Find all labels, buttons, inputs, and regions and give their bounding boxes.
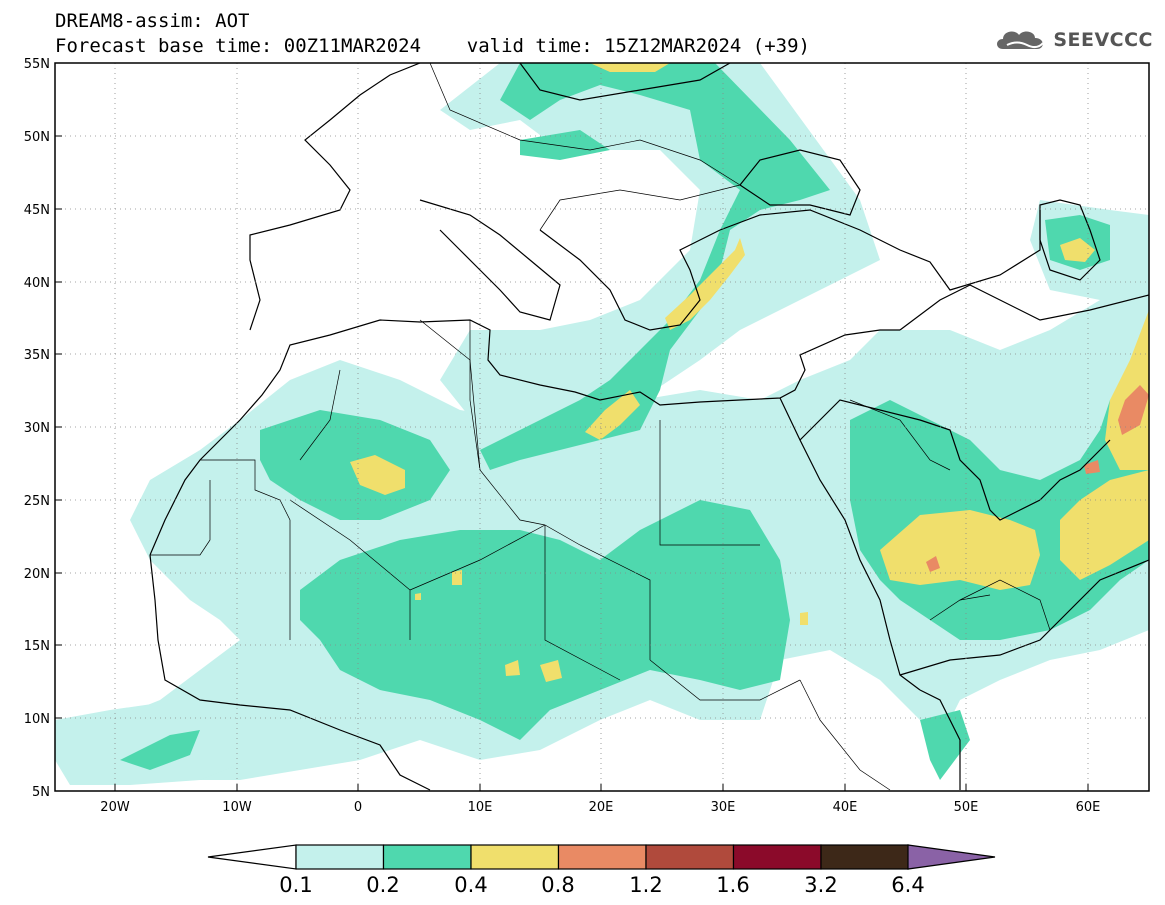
colorbar-cell — [645, 844, 735, 870]
lat-label: 50N — [24, 130, 50, 145]
lat-label: 40N — [24, 276, 50, 291]
lon-label: 50E — [954, 800, 979, 815]
lat-label: 55N — [24, 57, 50, 72]
colorbar-label: 0.1 — [279, 873, 312, 897]
lat-label: 15N — [24, 639, 50, 654]
lat-label: 25N — [24, 494, 50, 509]
colorbar-label: 3.2 — [804, 873, 837, 897]
lon-label: 0 — [354, 800, 362, 815]
lat-label: 20N — [24, 567, 50, 582]
colorbar: 0.1 0.2 0.4 0.8 1.2 1.6 3.2 6.4 — [207, 844, 996, 897]
lat-labels: 55N 50N 45N 40N 35N 30N 25N 20N 15N 10N … — [24, 57, 50, 800]
tick-marks — [55, 135, 1089, 791]
seevccc-logo: SEEVCCC — [993, 25, 1153, 55]
colorbar-label: 6.4 — [891, 873, 924, 897]
colorbar-cell — [382, 844, 472, 870]
colorbar-cell — [557, 844, 647, 870]
aot-level-0-4 — [350, 63, 1149, 682]
lon-label: 20E — [589, 800, 614, 815]
lon-label: 10E — [468, 800, 493, 815]
lat-label: 30N — [24, 421, 50, 436]
lat-label: 5N — [32, 785, 50, 800]
cloud-logo-icon — [997, 31, 1045, 49]
colorbar-low-triangle — [207, 844, 297, 870]
colorbar-label: 1.2 — [629, 873, 662, 897]
aot-level-0-8 — [926, 385, 1149, 572]
colorbar-labels: 0.1 0.2 0.4 0.8 1.2 1.6 3.2 6.4 — [279, 873, 924, 897]
lat-label: 35N — [24, 348, 50, 363]
colorbar-high-triangle — [907, 844, 996, 870]
lon-labels: 20W 10W 0 10E 20E 30E 40E 50E 60E — [100, 800, 1100, 815]
colorbar-label: 0.8 — [541, 873, 574, 897]
coastlines — [149, 63, 1149, 791]
colorbar-label: 1.6 — [716, 873, 749, 897]
lon-label: 30E — [711, 800, 736, 815]
map-title: DREAM8-assim: AOT — [55, 10, 250, 32]
aot-contour-fields — [55, 63, 1149, 785]
forecast-times: Forecast base time: 00Z11MAR2024 valid t… — [55, 35, 810, 57]
colorbar-cells — [295, 844, 910, 870]
colorbar-cell — [820, 844, 910, 870]
colorbar-cell — [295, 844, 385, 870]
lat-label: 10N — [24, 712, 50, 727]
lon-label: 60E — [1076, 800, 1101, 815]
colorbar-label: 0.4 — [454, 873, 487, 897]
logo-text: SEEVCCC — [1053, 29, 1153, 51]
lon-label: 20W — [100, 800, 130, 815]
lat-label: 45N — [24, 203, 50, 218]
lon-label: 40E — [833, 800, 858, 815]
lon-label: 10W — [222, 800, 252, 815]
colorbar-label: 0.2 — [366, 873, 399, 897]
country-borders — [150, 63, 1051, 791]
colorbar-cell — [470, 844, 560, 870]
colorbar-cell — [732, 844, 822, 870]
